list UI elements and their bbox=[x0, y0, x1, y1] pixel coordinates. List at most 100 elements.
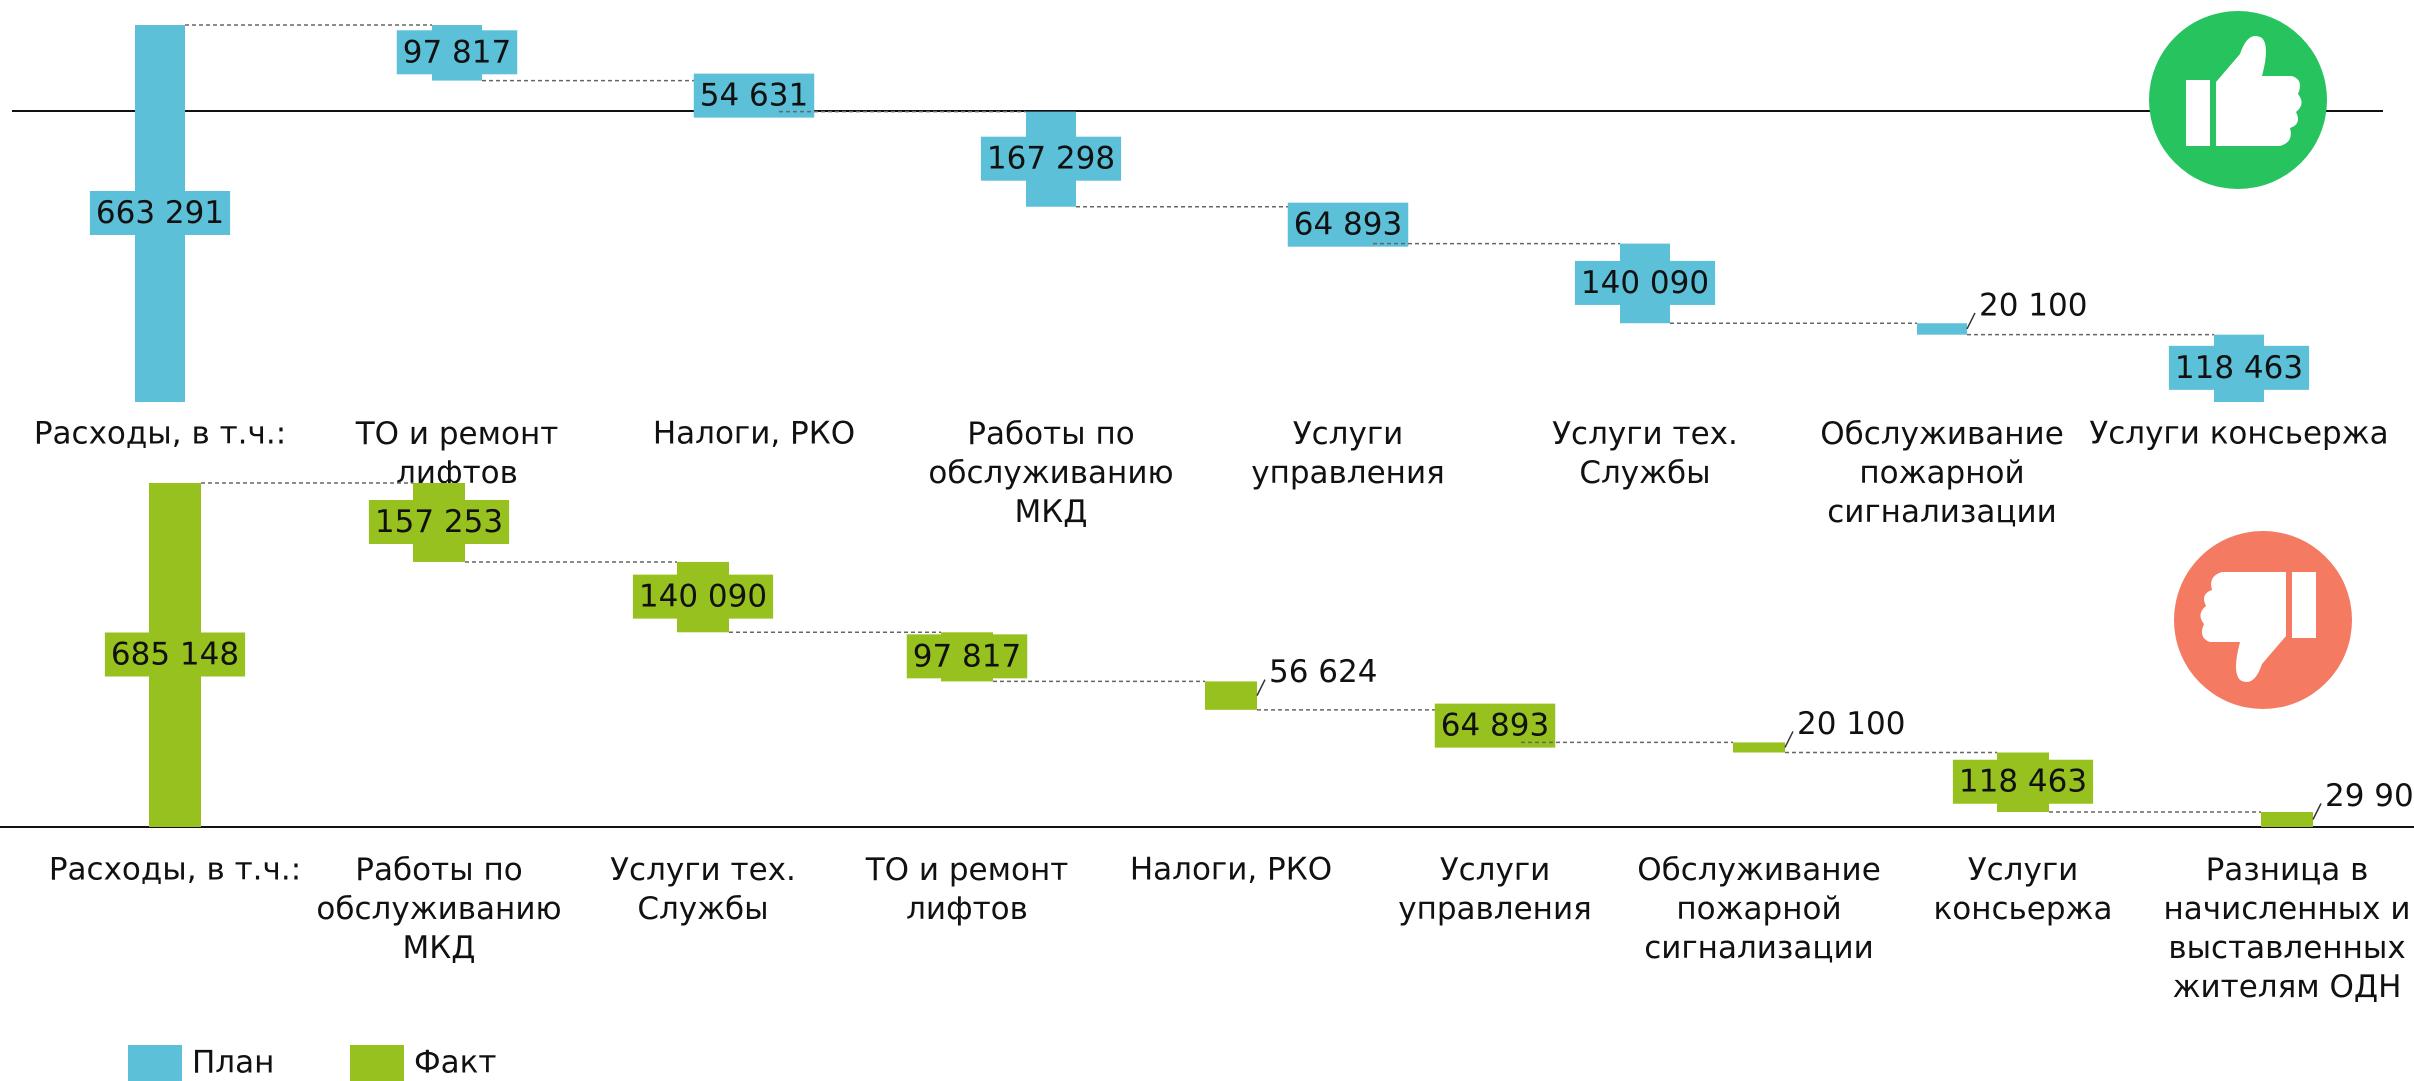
value-label: 64 893 bbox=[1441, 708, 1549, 744]
text-line: управления bbox=[1251, 455, 1445, 491]
legend-label: План bbox=[192, 1045, 274, 1081]
bar bbox=[1917, 323, 1967, 335]
value-label-bg bbox=[396, 30, 518, 75]
x-tick-label: Услуги тех. Службы bbox=[1552, 416, 1738, 491]
value-label-bg bbox=[89, 191, 231, 235]
value-label-bg bbox=[1574, 260, 1716, 305]
value-label-group: 663 291 bbox=[89, 191, 231, 235]
text-line: выставленных bbox=[2168, 930, 2405, 966]
x-tick-label: Работы по обслуживанию МКД bbox=[316, 852, 561, 966]
value-label-bg bbox=[632, 574, 774, 619]
text-line: МКД bbox=[1015, 494, 1088, 530]
thumbs-down-icon bbox=[2174, 531, 2352, 709]
x-tick-label: Обслуживание пожарной сигнализации bbox=[1637, 852, 1881, 966]
x-tick-label: Услуги консьержа bbox=[2089, 416, 2388, 452]
x-tick-label: Разница в начисленных и выставленных жителя… bbox=[2163, 852, 2410, 1005]
x-tick-label: Расходы, в т.ч.: bbox=[34, 416, 286, 452]
x-tick-label: Услуги тех. Службы bbox=[610, 852, 796, 927]
text-line: управления bbox=[1398, 891, 1592, 927]
bar bbox=[1205, 681, 1257, 710]
x-tick-label: ТО и ремонт лифтов bbox=[865, 852, 1069, 927]
value-label-bg bbox=[693, 73, 815, 118]
value-label: 140 090 bbox=[639, 579, 767, 615]
value-label: 56 624 bbox=[1269, 654, 1377, 690]
text-line: Услуги bbox=[1440, 852, 1551, 888]
value-label-bg bbox=[104, 632, 246, 677]
text-line: пожарной bbox=[1859, 455, 2024, 491]
leader-line bbox=[1966, 312, 1976, 330]
value-label-bg bbox=[1952, 759, 2094, 804]
text-line: Услуги тех. bbox=[1552, 416, 1738, 452]
text-line: лифтов bbox=[906, 891, 1028, 927]
value-label: 118 463 bbox=[2175, 350, 2303, 386]
text-line: Работы по bbox=[355, 852, 522, 888]
x-tick-label: Работы по обслуживанию МКД bbox=[928, 416, 1173, 530]
value-label: 64 893 bbox=[1294, 207, 1402, 243]
value-label-bg bbox=[1287, 202, 1409, 247]
value-label: 97 817 bbox=[403, 34, 511, 70]
value-label-group: 118 463 bbox=[2168, 345, 2310, 390]
value-label: 54 631 bbox=[700, 78, 808, 114]
value-label-bg bbox=[906, 634, 1028, 679]
x-tick-label: Услуги управления bbox=[1398, 852, 1592, 927]
leader-line bbox=[1784, 731, 1794, 748]
x-tick-label: ТО и ремонт лифтов bbox=[355, 416, 559, 491]
value-label: 20 100 bbox=[1979, 287, 2087, 323]
value-label-group: 157 253 bbox=[368, 499, 510, 544]
text-line: Службы bbox=[637, 891, 768, 927]
value-label-group: 167 298 bbox=[980, 136, 1122, 181]
bar bbox=[1733, 742, 1785, 753]
text-line: Работы по bbox=[967, 416, 1134, 452]
value-label-group: 64 893 bbox=[1287, 202, 1409, 247]
leader-line bbox=[1256, 679, 1266, 696]
value-label: 140 090 bbox=[1581, 265, 1709, 301]
value-label: 118 463 bbox=[1959, 764, 2087, 800]
text-line: начисленных и bbox=[2163, 891, 2410, 927]
value-label-group: 140 090 bbox=[1574, 260, 1716, 305]
thumbs-up-icon bbox=[2149, 11, 2327, 189]
value-label: 20 100 bbox=[1797, 706, 1905, 742]
value-label-group: 64 893 bbox=[1434, 703, 1556, 748]
x-tick-label: Обслуживание пожарной сигнализации bbox=[1820, 416, 2064, 530]
text-line: Обслуживание bbox=[1637, 852, 1881, 888]
value-label: 685 148 bbox=[111, 637, 239, 673]
value-label-bg bbox=[368, 499, 510, 544]
text-line: ТО и ремонт bbox=[355, 416, 559, 452]
value-label-group: 685 148 bbox=[104, 632, 246, 677]
text-line: Обслуживание bbox=[1820, 416, 2064, 452]
legend-swatch bbox=[350, 1045, 404, 1081]
text-line: Службы bbox=[1579, 455, 1710, 491]
value-label-bg bbox=[1434, 703, 1556, 748]
text-line: Услуги bbox=[1968, 852, 2079, 888]
text-line: пожарной bbox=[1676, 891, 1841, 927]
value-label: 157 253 bbox=[375, 504, 503, 540]
x-tick-label: Услуги консьержа bbox=[1934, 852, 2113, 927]
value-label-group: 97 817 bbox=[906, 634, 1028, 679]
text-line: обслуживанию bbox=[928, 455, 1173, 491]
value-label-group: 54 631 bbox=[693, 73, 815, 118]
x-tick-label: Расходы, в т.ч.: bbox=[49, 852, 301, 888]
value-label-bg bbox=[2168, 345, 2310, 390]
value-label: 167 298 bbox=[987, 141, 1115, 177]
value-label-group: 140 090 bbox=[632, 574, 774, 619]
text-line: консьержа bbox=[1934, 891, 2113, 927]
text-line: Услуги bbox=[1293, 416, 1404, 452]
x-tick-label: Налоги, РКО bbox=[653, 416, 855, 452]
text-line: ТО и ремонт bbox=[865, 852, 1069, 888]
bar bbox=[2261, 811, 2313, 828]
x-tick-label: Услуги управления bbox=[1251, 416, 1445, 491]
legend-label: Факт bbox=[414, 1045, 496, 1081]
value-label: 29 909 bbox=[2325, 778, 2414, 814]
value-label: 663 291 bbox=[96, 195, 224, 231]
value-label-group: 97 817 bbox=[396, 30, 518, 75]
leader-line bbox=[2312, 803, 2322, 820]
text-line: жителям ОДН bbox=[2173, 969, 2402, 1005]
legend-swatch bbox=[128, 1045, 182, 1081]
value-label-group: 118 463 bbox=[1952, 759, 2094, 804]
value-label-bg bbox=[980, 136, 1122, 181]
text-line: сигнализации bbox=[1644, 930, 1874, 966]
value-label: 97 817 bbox=[913, 638, 1021, 674]
text-line: сигнализации bbox=[1827, 494, 2057, 530]
